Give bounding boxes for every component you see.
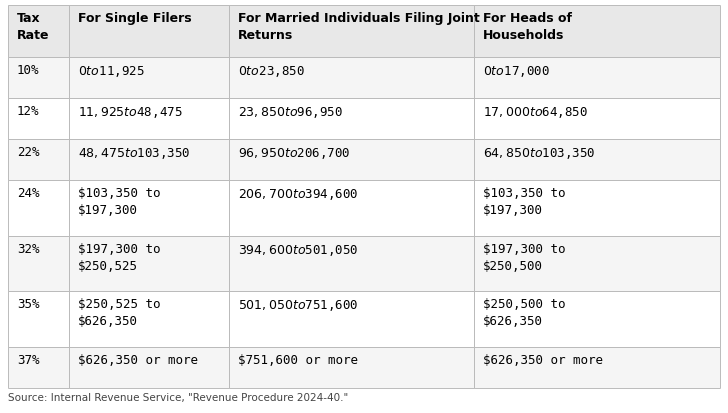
Bar (8, 236, 68, 292)
Text: $0 to $23,850: $0 to $23,850 (238, 64, 304, 79)
Bar (8, 139, 68, 180)
Text: 37%: 37% (17, 354, 39, 367)
Text: $17,000 to $64,850: $17,000 to $64,850 (483, 105, 588, 120)
Text: $0 to $17,000: $0 to $17,000 (483, 64, 550, 79)
Bar (229, 347, 475, 388)
Bar (68, 5, 229, 57)
Bar (475, 180, 720, 236)
Bar (8, 57, 68, 98)
Bar (68, 292, 229, 347)
Bar (475, 5, 720, 57)
Text: 22%: 22% (17, 146, 39, 159)
Bar (475, 57, 720, 98)
Text: 10%: 10% (17, 64, 39, 77)
Bar (229, 139, 475, 180)
Text: $197,300 to
$250,500: $197,300 to $250,500 (483, 243, 566, 273)
Text: $626,350 or more: $626,350 or more (77, 354, 197, 367)
Text: 32%: 32% (17, 243, 39, 256)
Text: $206,700 to $394,600: $206,700 to $394,600 (238, 188, 358, 202)
Text: $11,925 to $48,475: $11,925 to $48,475 (77, 105, 182, 120)
Bar (229, 292, 475, 347)
Text: $103,350 to
$197,300: $103,350 to $197,300 (483, 188, 566, 217)
Bar (475, 347, 720, 388)
Text: $0 to $11,925: $0 to $11,925 (77, 64, 144, 79)
Text: 12%: 12% (17, 105, 39, 118)
Bar (229, 5, 475, 57)
Bar (8, 98, 68, 139)
Bar (8, 347, 68, 388)
Text: $501,050 to $751,600: $501,050 to $751,600 (238, 298, 358, 313)
Text: $751,600 or more: $751,600 or more (238, 354, 357, 367)
Bar (8, 5, 68, 57)
Text: $250,500 to
$626,350: $250,500 to $626,350 (483, 298, 566, 328)
Bar (8, 292, 68, 347)
Text: $23,850 to $96,950: $23,850 to $96,950 (238, 105, 343, 120)
Bar (68, 98, 229, 139)
Text: $626,350 or more: $626,350 or more (483, 354, 604, 367)
Text: For Single Filers: For Single Filers (77, 12, 191, 25)
Bar (475, 236, 720, 292)
Text: Tax
Rate: Tax Rate (17, 12, 50, 42)
Text: 35%: 35% (17, 298, 39, 311)
Bar (68, 347, 229, 388)
Text: $48,475 to $103,350: $48,475 to $103,350 (77, 146, 190, 161)
Text: $394,600 to $501,050: $394,600 to $501,050 (238, 243, 358, 258)
Bar (68, 236, 229, 292)
Bar (68, 139, 229, 180)
Bar (229, 57, 475, 98)
Text: $103,350 to
$197,300: $103,350 to $197,300 (77, 188, 160, 217)
Bar (68, 57, 229, 98)
Text: Source: Internal Revenue Service, "Revenue Procedure 2024-40.": Source: Internal Revenue Service, "Reven… (8, 393, 348, 403)
Bar (475, 98, 720, 139)
Text: For Heads of
Households: For Heads of Households (483, 12, 572, 42)
Bar (475, 292, 720, 347)
Bar (229, 180, 475, 236)
Text: 24%: 24% (17, 188, 39, 200)
Text: $250,525 to
$626,350: $250,525 to $626,350 (77, 298, 160, 328)
Bar (475, 139, 720, 180)
Bar (8, 180, 68, 236)
Bar (68, 180, 229, 236)
Text: $64,850 to $103,350: $64,850 to $103,350 (483, 146, 596, 161)
Bar (229, 236, 475, 292)
Bar (229, 98, 475, 139)
Text: $96,950 to $206,700: $96,950 to $206,700 (238, 146, 350, 161)
Text: $197,300 to
$250,525: $197,300 to $250,525 (77, 243, 160, 273)
Text: For Married Individuals Filing Joint
Returns: For Married Individuals Filing Joint Ret… (238, 12, 480, 42)
